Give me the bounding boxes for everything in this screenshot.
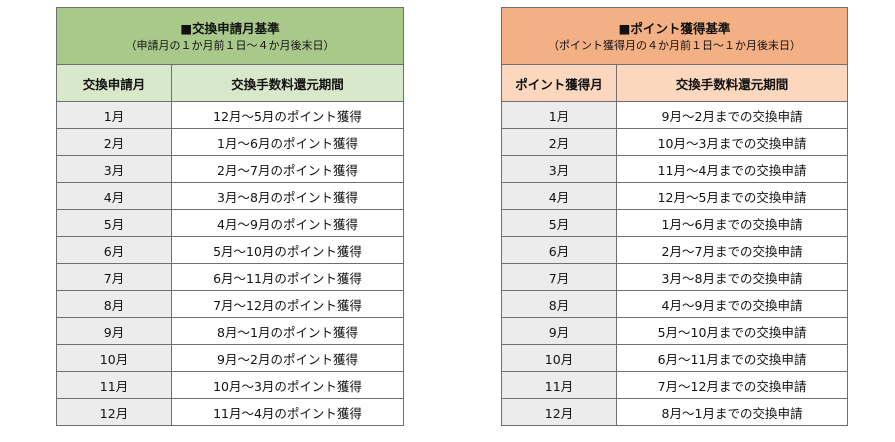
- period-cell: 3月～8月までの交換申請: [616, 263, 848, 291]
- month-cell: 10月: [501, 344, 617, 372]
- table-row: 7月 6月～11月のポイント獲得: [56, 263, 404, 291]
- month-cell: 4月: [501, 182, 617, 210]
- table-row: 4月 12月～5月までの交換申請: [501, 182, 848, 210]
- table-subtitle: （ポイント獲得月の４か月前１日～１か月後末日）: [548, 38, 801, 52]
- month-cell: 5月: [56, 209, 172, 237]
- table-row: 11月 7月～12月までの交換申請: [501, 371, 848, 399]
- table-row: 3月 2月～7月のポイント獲得: [56, 155, 404, 183]
- month-cell: 9月: [56, 317, 172, 345]
- table-row: 3月 11月～4月までの交換申請: [501, 155, 848, 183]
- table-title: ■ポイント獲得基準: [618, 20, 731, 36]
- table-row: 12月 11月～4月のポイント獲得: [56, 398, 404, 426]
- month-cell: 11月: [56, 371, 172, 399]
- table-subtitle: （申請月の１か月前１日～４か月後末日）: [125, 38, 335, 52]
- table-row: 9月 8月～1月のポイント獲得: [56, 317, 404, 345]
- period-cell: 3月～8月のポイント獲得: [171, 182, 404, 210]
- table-row: 5月 1月～6月までの交換申請: [501, 209, 848, 237]
- table-row: 8月 7月～12月のポイント獲得: [56, 290, 404, 318]
- period-cell: 8月～1月までの交換申請: [616, 398, 848, 426]
- month-cell: 9月: [501, 317, 617, 345]
- period-cell: 7月～12月のポイント獲得: [171, 290, 404, 318]
- month-cell: 1月: [56, 101, 172, 129]
- period-cell: 1月～6月までの交換申請: [616, 209, 848, 237]
- period-cell: 4月～9月のポイント獲得: [171, 209, 404, 237]
- period-cell: 12月～5月までの交換申請: [616, 182, 848, 210]
- period-cell: 2月～7月までの交換申請: [616, 236, 848, 264]
- month-cell: 8月: [501, 290, 617, 318]
- column-header-period: 交換手数料還元期間: [616, 64, 848, 102]
- table-row: 12月 8月～1月までの交換申請: [501, 398, 848, 426]
- month-cell: 11月: [501, 371, 617, 399]
- month-cell: 3月: [501, 155, 617, 183]
- period-cell: 1月～6月のポイント獲得: [171, 128, 404, 156]
- period-cell: 11月～4月までの交換申請: [616, 155, 848, 183]
- month-cell: 7月: [501, 263, 617, 291]
- month-cell: 2月: [56, 128, 172, 156]
- month-cell: 8月: [56, 290, 172, 318]
- table-title-cell: ■ポイント獲得基準 （ポイント獲得月の４か月前１日～１か月後末日）: [501, 7, 848, 65]
- period-cell: 11月～4月のポイント獲得: [171, 398, 404, 426]
- period-cell: 8月～1月のポイント獲得: [171, 317, 404, 345]
- table-row: 4月 3月～8月のポイント獲得: [56, 182, 404, 210]
- table-title-cell: ■交換申請月基準 （申請月の１か月前１日～４か月後末日）: [56, 7, 404, 65]
- table-row: 7月 3月～8月までの交換申請: [501, 263, 848, 291]
- month-cell: 5月: [501, 209, 617, 237]
- table-row: 2月 10月～3月までの交換申請: [501, 128, 848, 156]
- table-row: 6月 5月～10月のポイント獲得: [56, 236, 404, 264]
- table-row: 8月 4月～9月までの交換申請: [501, 290, 848, 318]
- table-row: 10月 6月～11月までの交換申請: [501, 344, 848, 372]
- month-cell: 6月: [501, 236, 617, 264]
- table-row: 6月 2月～7月までの交換申請: [501, 236, 848, 264]
- period-cell: 12月～5月のポイント獲得: [171, 101, 404, 129]
- column-header-month: 交換申請月: [56, 64, 172, 102]
- table-row: 2月 1月～6月のポイント獲得: [56, 128, 404, 156]
- month-cell: 4月: [56, 182, 172, 210]
- period-cell: 2月～7月のポイント獲得: [171, 155, 404, 183]
- month-cell: 2月: [501, 128, 617, 156]
- table-row: 5月 4月～9月のポイント獲得: [56, 209, 404, 237]
- table-title: ■交換申請月基準: [180, 20, 280, 36]
- period-cell: 7月～12月までの交換申請: [616, 371, 848, 399]
- table-row: 11月 10月～3月のポイント獲得: [56, 371, 404, 399]
- period-cell: 9月～2月までの交換申請: [616, 101, 848, 129]
- period-cell: 10月～3月までの交換申請: [616, 128, 848, 156]
- month-cell: 10月: [56, 344, 172, 372]
- point-earning-basis-table: ■ポイント獲得基準 （ポイント獲得月の４か月前１日～１か月後末日） ポイント獲得…: [501, 7, 848, 426]
- month-cell: 3月: [56, 155, 172, 183]
- period-cell: 5月～10月までの交換申請: [616, 317, 848, 345]
- period-cell: 10月～3月のポイント獲得: [171, 371, 404, 399]
- month-cell: 12月: [56, 398, 172, 426]
- month-cell: 7月: [56, 263, 172, 291]
- table-row: 10月 9月～2月のポイント獲得: [56, 344, 404, 372]
- table-row: 1月 12月～5月のポイント獲得: [56, 101, 404, 129]
- month-cell: 1月: [501, 101, 617, 129]
- table-row: 9月 5月～10月までの交換申請: [501, 317, 848, 345]
- period-cell: 9月～2月のポイント獲得: [171, 344, 404, 372]
- column-header-month: ポイント獲得月: [501, 64, 617, 102]
- period-cell: 6月～11月までの交換申請: [616, 344, 848, 372]
- month-cell: 12月: [501, 398, 617, 426]
- period-cell: 5月～10月のポイント獲得: [171, 236, 404, 264]
- period-cell: 4月～9月までの交換申請: [616, 290, 848, 318]
- column-header-period: 交換手数料還元期間: [171, 64, 404, 102]
- period-cell: 6月～11月のポイント獲得: [171, 263, 404, 291]
- month-cell: 6月: [56, 236, 172, 264]
- table-row: 1月 9月～2月までの交換申請: [501, 101, 848, 129]
- exchange-month-basis-table: ■交換申請月基準 （申請月の１か月前１日～４か月後末日） 交換申請月 交換手数料…: [56, 7, 404, 426]
